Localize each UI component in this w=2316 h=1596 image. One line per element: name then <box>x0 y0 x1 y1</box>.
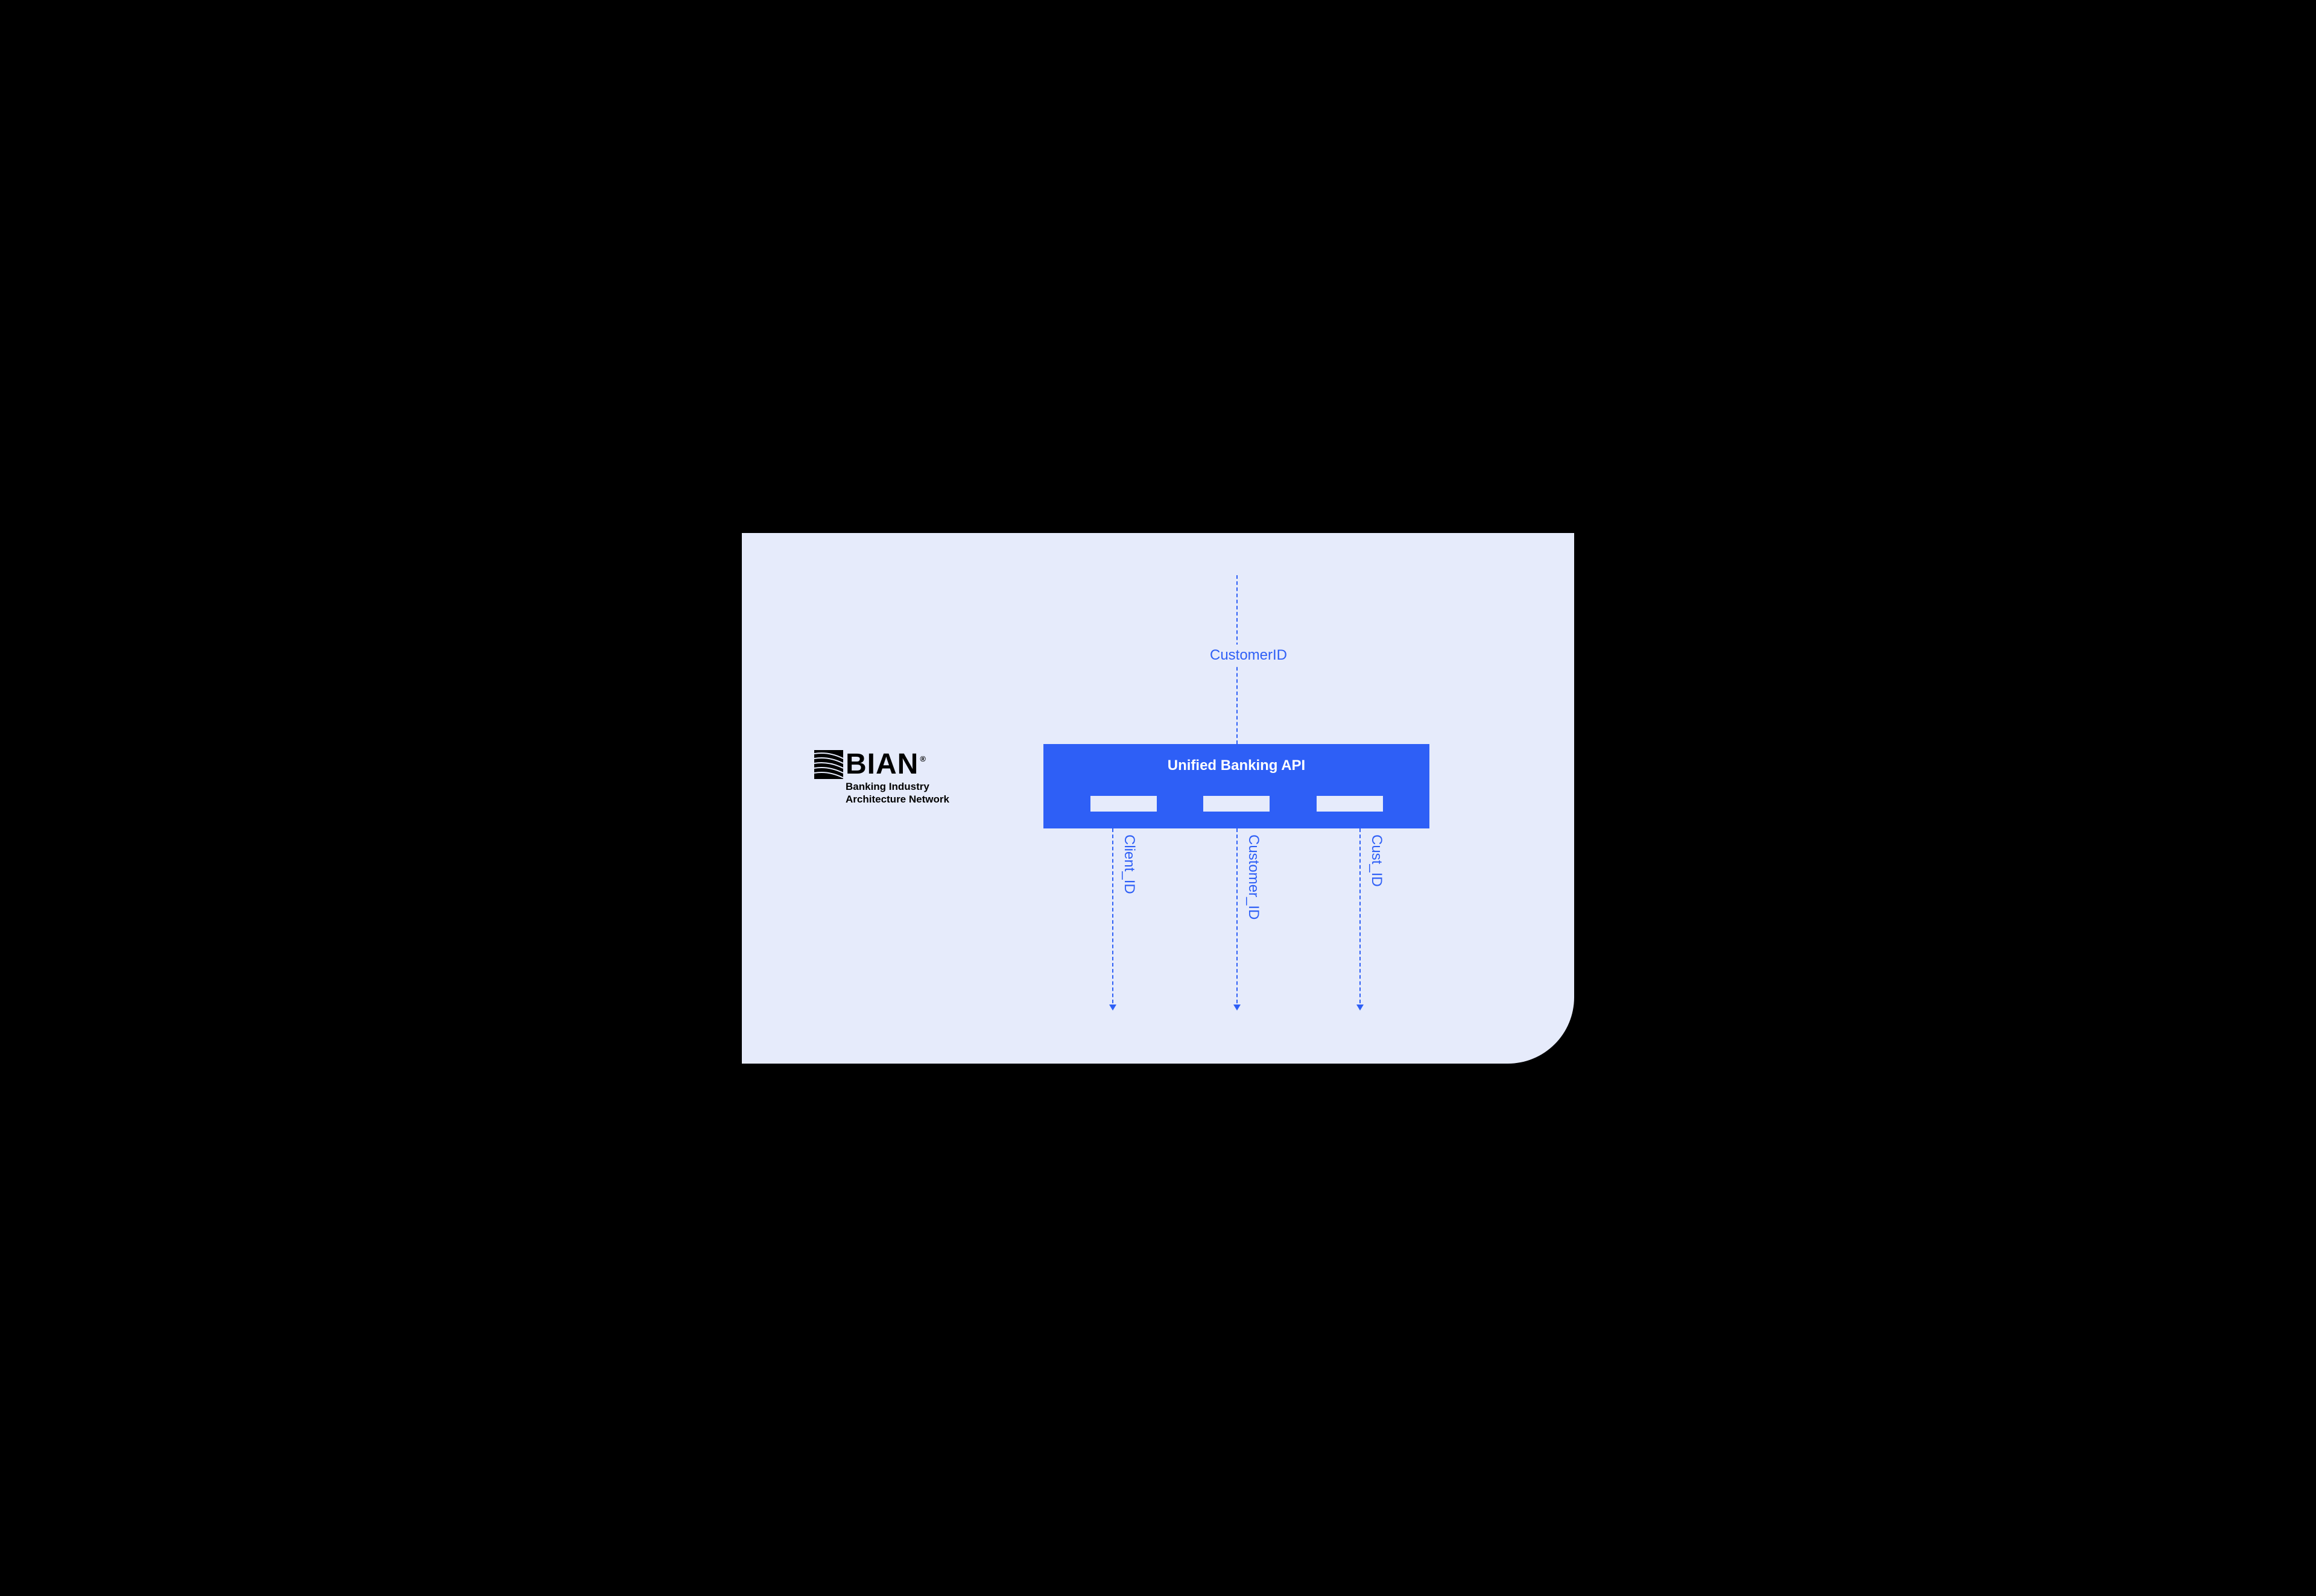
bian-logo-subtitle: Banking Industry Architecture Network <box>846 780 983 806</box>
bian-logo-top-row: BIAN® <box>814 750 983 779</box>
diagram-frame: CustomerID BIAN® Banking Industry Archit… <box>742 533 1574 1064</box>
bian-logo-mark-icon <box>814 750 843 779</box>
api-slot <box>1317 796 1383 812</box>
bottom-connector: Cust_ID <box>1359 828 1361 1009</box>
bian-subtitle-line1: Banking Industry <box>846 781 929 792</box>
bottom-connector-line <box>1236 828 1238 1009</box>
registered-mark: ® <box>920 754 926 763</box>
bottom-connector-label: Cust_ID <box>1368 834 1385 887</box>
bottom-connector-label: Customer_ID <box>1245 834 1262 919</box>
top-connector-label: CustomerID <box>1194 645 1303 666</box>
bian-logo-text: BIAN <box>846 748 919 780</box>
api-slot <box>1090 796 1157 812</box>
bottom-connector-line <box>1112 828 1113 1009</box>
bottom-connector: Client_ID <box>1112 828 1113 1009</box>
bian-subtitle-line2: Architecture Network <box>846 793 949 805</box>
bottom-connector-label: Client_ID <box>1121 834 1137 894</box>
arrow-down-icon <box>1356 1005 1364 1011</box>
bian-logo-word: BIAN® <box>846 750 925 779</box>
unified-api-box: Unified Banking API <box>1043 744 1429 828</box>
bottom-connector-line <box>1359 828 1361 1009</box>
arrow-down-icon <box>1109 1005 1116 1011</box>
bian-logo: BIAN® Banking Industry Architecture Netw… <box>814 750 983 806</box>
api-slot <box>1203 796 1270 812</box>
arrow-down-icon <box>1233 1005 1241 1011</box>
bottom-connector: Customer_ID <box>1236 828 1238 1009</box>
api-slot-row <box>1043 796 1429 812</box>
unified-api-title: Unified Banking API <box>1043 744 1429 774</box>
